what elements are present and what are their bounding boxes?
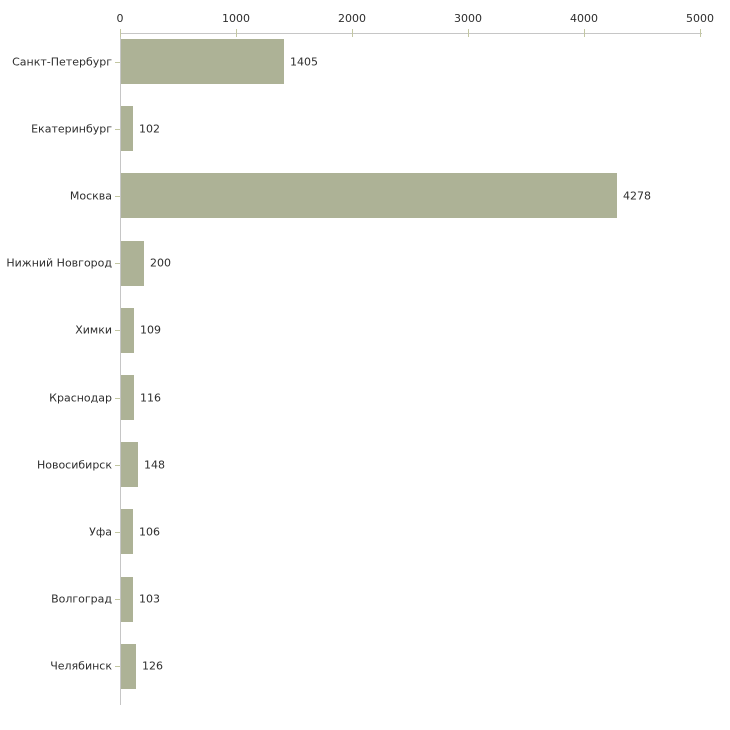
value-label: 4278 (623, 189, 651, 203)
value-label: 103 (139, 592, 160, 606)
bar (121, 577, 133, 622)
x-axis-line (120, 33, 702, 34)
y-axis-tick (115, 465, 120, 466)
y-axis-tick (115, 532, 120, 533)
value-label: 148 (144, 458, 165, 472)
bar (121, 375, 134, 420)
value-label: 200 (150, 256, 171, 270)
bar (121, 308, 134, 353)
category-label: Волгоград (51, 592, 112, 606)
x-axis-tick-label: 2000 (338, 12, 366, 25)
x-axis-tick (120, 29, 121, 37)
category-label: Санкт-Петербург (12, 55, 112, 69)
value-label: 102 (139, 122, 160, 136)
x-axis-tick (468, 29, 469, 37)
bar (121, 106, 133, 151)
y-axis-tick (115, 263, 120, 264)
y-axis-tick (115, 398, 120, 399)
category-label: Краснодар (49, 391, 112, 405)
y-axis-tick (115, 196, 120, 197)
y-axis-tick (115, 62, 120, 63)
value-label: 126 (142, 659, 163, 673)
category-label: Уфа (89, 525, 112, 539)
category-label: Москва (69, 189, 112, 203)
category-label: Нижний Новгород (6, 256, 112, 270)
value-label: 1405 (290, 55, 318, 69)
y-axis-tick (115, 599, 120, 600)
y-axis-line (120, 33, 121, 705)
bar (121, 241, 144, 286)
category-label: Челябинск (50, 659, 112, 673)
bar (121, 39, 284, 84)
x-axis-tick (236, 29, 237, 37)
x-axis-tick-label: 4000 (570, 12, 598, 25)
x-axis-tick (352, 29, 353, 37)
x-axis-tick-label: 3000 (454, 12, 482, 25)
value-label: 116 (140, 391, 161, 405)
value-label: 109 (140, 323, 161, 337)
bar (121, 509, 133, 554)
bar (121, 173, 617, 218)
x-axis-tick-label: 1000 (222, 12, 250, 25)
bar (121, 442, 138, 487)
category-label: Новосибирск (36, 458, 112, 472)
x-axis-tick-label: 5000 (686, 12, 714, 25)
category-label: Химки (75, 323, 112, 337)
x-axis-tick-label: 0 (116, 12, 124, 25)
bar (121, 644, 136, 689)
y-axis-tick (115, 129, 120, 130)
y-axis-tick (115, 330, 120, 331)
value-label: 106 (139, 525, 160, 539)
x-axis-tick (584, 29, 585, 37)
y-axis-tick (115, 666, 120, 667)
x-axis-tick (700, 29, 701, 37)
category-label: Екатеринбург (31, 122, 112, 136)
